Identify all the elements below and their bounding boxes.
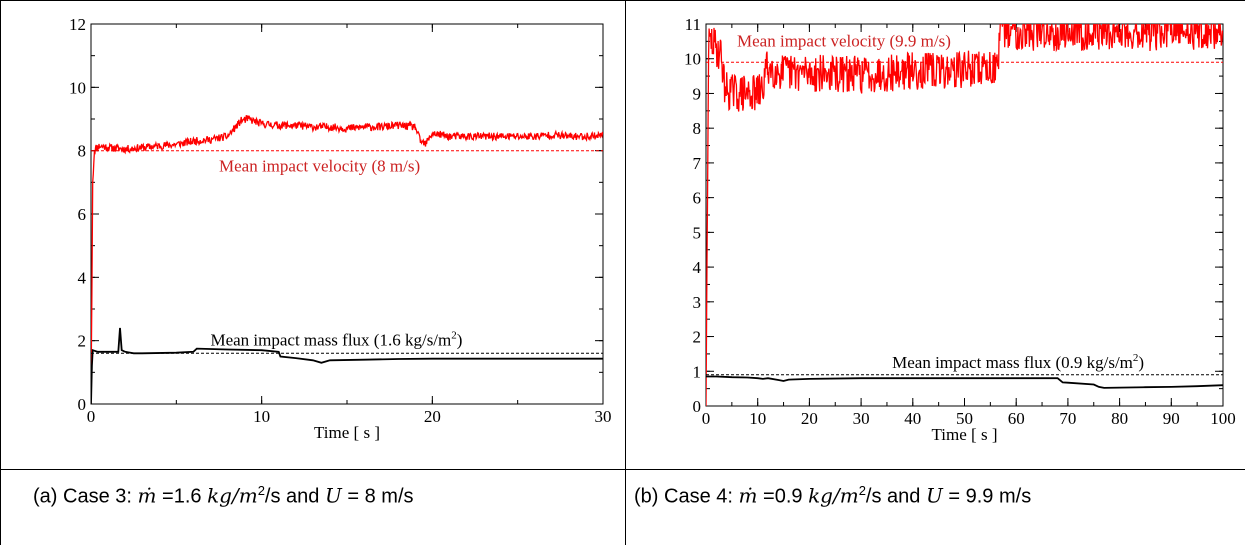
y-tick-label: 2: [78, 332, 87, 351]
y-tick-label: 10: [69, 78, 86, 97]
caption-mdot: ṁ: [137, 483, 157, 508]
y-tick-label: 7: [693, 154, 702, 173]
x-tick-label: 10: [253, 407, 270, 426]
y-tick-label: 5: [693, 223, 702, 242]
caption-prefix: (a) Case 3:: [33, 485, 138, 508]
caption-u: U: [925, 483, 943, 508]
y-tick-label: 0: [693, 397, 702, 416]
x-axis-label: Time [ s ]: [932, 425, 998, 444]
y-tick-label: 8: [78, 142, 87, 161]
chart-case-3: 0 10 20 30 0 2 4 6 8 10 12 Time [ s ] Mean impact ve…: [69, 15, 612, 442]
x-tick-label: 30: [853, 409, 870, 428]
x-tick-label: 90: [1163, 409, 1180, 428]
mass-flux-annotation: Mean impact mass flux (0.9 kg/s/m2): [892, 352, 1144, 372]
caption-prefix: (b) Case 4:: [634, 485, 739, 508]
y-tick-label: 3: [693, 293, 702, 312]
caption-eq: =0.9: [757, 485, 809, 508]
caption-case-4: (b) Case 4: ṁ =0.9 kg/m2/s and U = 9.9 m…: [634, 483, 1031, 509]
x-axis-label: Time [ s ]: [314, 423, 380, 442]
y-tick-label: 6: [78, 205, 87, 224]
x-tick-label: 70: [1059, 409, 1076, 428]
x-tick-label: 10: [749, 409, 766, 428]
caption-unit-sup: 2: [858, 483, 866, 498]
y-tick-label: 10: [684, 50, 701, 69]
x-tick-label: 100: [1210, 409, 1236, 428]
caption-unit-sup: 2: [257, 483, 265, 498]
velocity-series: [706, 24, 1223, 406]
x-tick-label: 30: [595, 407, 612, 426]
x-tick-label: 60: [1008, 409, 1025, 428]
y-tick-label: 12: [69, 15, 86, 34]
y-tick-label: 4: [78, 268, 87, 287]
y-tick-label: 4: [693, 258, 702, 277]
x-tick-label: 40: [904, 409, 921, 428]
x-tick-label: 0: [702, 409, 711, 428]
caption-unit: kg/m: [207, 483, 258, 508]
y-tick-label: 0: [78, 395, 87, 414]
velocity-annotation: Mean impact velocity (8 m/s): [219, 156, 420, 175]
caption-eq: =1.6: [156, 485, 208, 508]
caption-rest: = 9.9 m/s: [942, 485, 1032, 508]
caption-mdot: ṁ: [738, 483, 758, 508]
x-tick-label: 50: [956, 409, 973, 428]
y-tick-label: 8: [693, 119, 702, 138]
y-tick-label: 1: [693, 362, 702, 381]
caption-case-3: (a) Case 3: ṁ =1.6 kg/m2/s and U = 8 m/s: [33, 483, 414, 509]
x-tick-label: 20: [424, 407, 441, 426]
y-tick-label: 6: [693, 189, 702, 208]
mass-flux-annotation: Mean impact mass flux (1.6 kg/s/m2): [210, 329, 462, 349]
x-tick-label: 20: [801, 409, 818, 428]
caption-mid: /s and: [865, 485, 926, 508]
mass-flux-series: [91, 327, 603, 404]
caption-unit: kg/m: [808, 483, 859, 508]
caption-rest: = 8 m/s: [341, 485, 414, 508]
x-tick-label: 0: [87, 407, 96, 426]
caption-u: U: [324, 483, 342, 508]
velocity-annotation: Mean impact velocity (9.9 m/s): [737, 32, 951, 51]
y-tick-label: 9: [693, 84, 702, 103]
plot-area: [705, 23, 1224, 407]
chart-case-4: 0 10 20 30 40 50 60 70 80 90 100 0 1 2 3 4 5 6 7 8 9 10 11 Time…: [684, 15, 1236, 444]
y-tick-label: 11: [685, 15, 701, 34]
x-tick-label: 80: [1111, 409, 1128, 428]
velocity-series: [91, 114, 603, 404]
y-tick-label: 2: [693, 328, 702, 347]
mass-flux-series: [706, 375, 1223, 389]
caption-mid: /s and: [264, 485, 325, 508]
